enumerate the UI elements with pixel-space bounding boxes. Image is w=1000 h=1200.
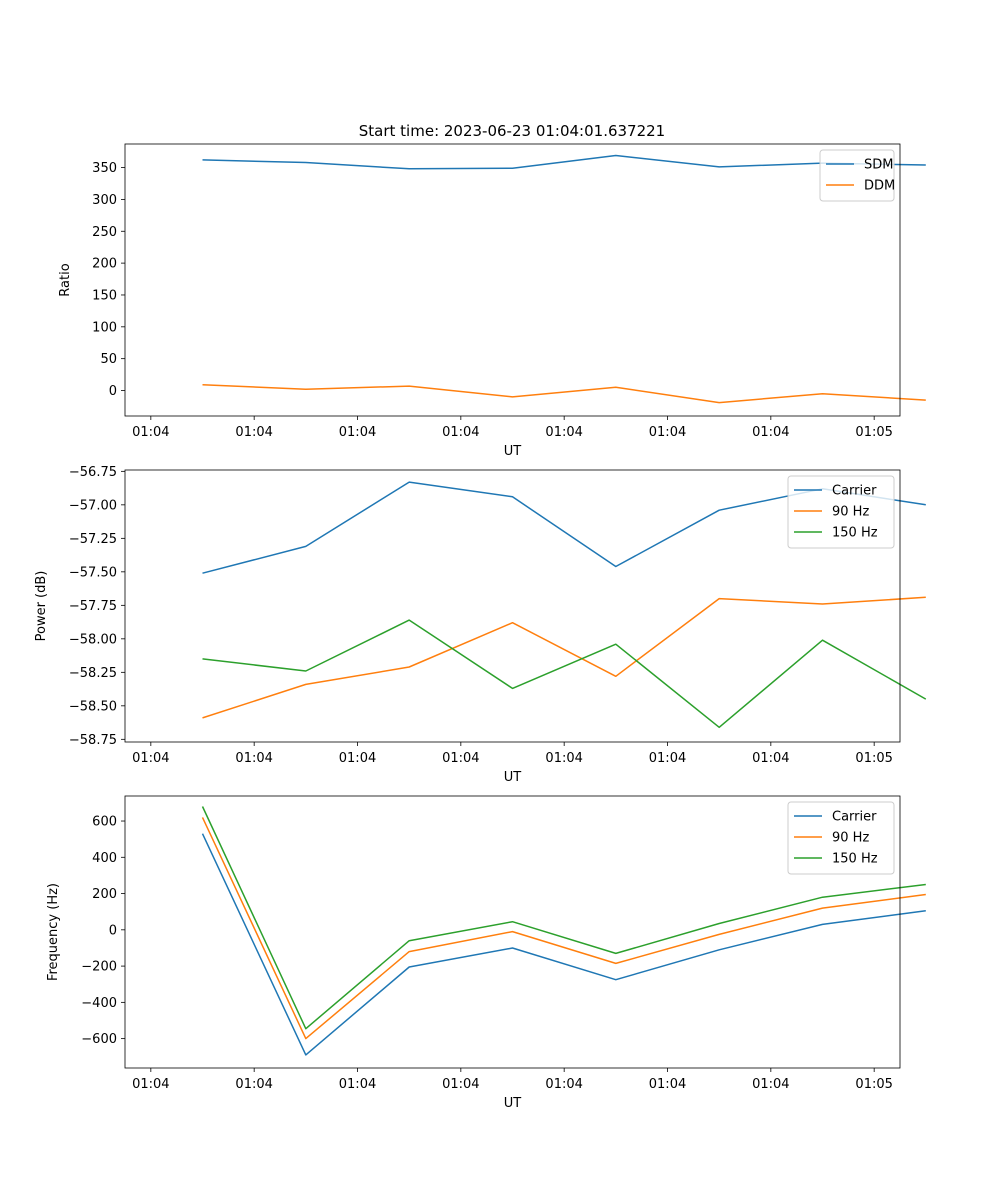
x-tick-label: 01:04 bbox=[442, 1077, 479, 1092]
y-tick-label: 350 bbox=[92, 161, 117, 176]
legend-label: SDM bbox=[864, 158, 893, 173]
y-tick-label: −400 bbox=[81, 996, 117, 1011]
legend-label: DDM bbox=[864, 179, 895, 194]
x-tick-label: 01:04 bbox=[442, 751, 479, 766]
legend-label: 90 Hz bbox=[832, 831, 869, 846]
x-tick-label: 01:05 bbox=[855, 751, 892, 766]
ratio-panel: 01:04 01:04 01:04 01:04 01:04 01:04 01:04 01:05… bbox=[58, 143, 926, 459]
y-tick-label: −58.50 bbox=[69, 699, 117, 714]
x-tick-label: 01:04 bbox=[752, 425, 789, 440]
y-axis-label: Power (dB) bbox=[34, 571, 49, 642]
series-line-ddm bbox=[202, 384, 926, 404]
x-tick-label: 01:04 bbox=[545, 751, 582, 766]
y-tick-label: 50 bbox=[100, 352, 117, 367]
legend-label: 150 Hz bbox=[832, 526, 878, 541]
legend-box bbox=[787, 801, 895, 875]
frequency-panel: 01:04 01:04 01:04 01:04 01:04 01:04 01:04 01:05… bbox=[46, 795, 926, 1111]
y-tick-label: −56.75 bbox=[69, 465, 117, 480]
legend: Carrier 90 Hz 150 Hz bbox=[787, 475, 895, 549]
figure-title: Start time: 2023-06-23 01:04:01.637221 bbox=[359, 122, 665, 140]
series-line-90-hz bbox=[201, 817, 926, 1040]
legend-label: 150 Hz bbox=[832, 852, 878, 867]
x-tick-label: 01:04 bbox=[752, 751, 789, 766]
y-tick-label: −57.75 bbox=[69, 599, 117, 614]
x-tick-label: 01:04 bbox=[132, 751, 169, 766]
series-line-sdm bbox=[202, 154, 926, 170]
y-tick-label: 250 bbox=[92, 225, 117, 240]
axes-frame bbox=[124, 469, 901, 743]
y-tick-label: 150 bbox=[92, 288, 117, 303]
y-tick-label: 400 bbox=[92, 851, 117, 866]
legend: SDM DDM bbox=[819, 149, 895, 202]
x-tick-label: 01:05 bbox=[855, 1077, 892, 1092]
legend: Carrier 90 Hz 150 Hz bbox=[787, 801, 895, 875]
series-line-carrier bbox=[201, 833, 926, 1056]
legend-box bbox=[787, 475, 895, 549]
x-tick-label: 01:04 bbox=[649, 751, 686, 766]
y-tick-label: −58.25 bbox=[69, 666, 117, 681]
x-axis-label: UT bbox=[504, 444, 522, 459]
y-tick-label: −57.00 bbox=[69, 498, 117, 513]
y-tick-label: 600 bbox=[92, 815, 117, 830]
x-tick-label: 01:04 bbox=[339, 1077, 376, 1092]
x-axis-label: UT bbox=[504, 1096, 522, 1111]
x-tick-label: 01:04 bbox=[339, 751, 376, 766]
y-tick-label: 0 bbox=[109, 384, 117, 399]
x-tick-label: 01:04 bbox=[545, 1077, 582, 1092]
x-tick-label: 01:04 bbox=[235, 425, 272, 440]
y-tick-label: −57.50 bbox=[69, 565, 117, 580]
x-tick-label: 01:04 bbox=[752, 1077, 789, 1092]
x-tick-label: 01:04 bbox=[649, 1077, 686, 1092]
axes-frame bbox=[124, 795, 901, 1069]
series-line-150-hz bbox=[201, 806, 926, 1030]
x-tick-label: 01:04 bbox=[649, 425, 686, 440]
y-tick-label: 200 bbox=[92, 257, 117, 272]
legend-label: Carrier bbox=[832, 484, 877, 499]
y-tick-label: 300 bbox=[92, 193, 117, 208]
legend-label: Carrier bbox=[832, 810, 877, 825]
y-tick-label: −58.00 bbox=[69, 632, 117, 647]
axes-frame bbox=[124, 143, 901, 417]
legend-label: 90 Hz bbox=[832, 505, 869, 520]
y-tick-label: 0 bbox=[109, 923, 117, 938]
y-axis-label: Frequency (Hz) bbox=[46, 883, 61, 981]
power-panel: 01:04 01:04 01:04 01:04 01:04 01:04 01:04 01:05… bbox=[34, 465, 927, 785]
y-tick-label: 200 bbox=[92, 887, 117, 902]
x-tick-label: 01:04 bbox=[545, 425, 582, 440]
series-line-90-hz bbox=[202, 596, 926, 719]
y-tick-label: −600 bbox=[81, 1032, 117, 1047]
x-tick-label: 01:04 bbox=[442, 425, 479, 440]
x-tick-label: 01:04 bbox=[339, 425, 376, 440]
x-axis-label: UT bbox=[504, 770, 522, 785]
legend-box bbox=[819, 149, 895, 202]
y-tick-label: −200 bbox=[81, 960, 117, 975]
x-tick-label: 01:04 bbox=[235, 751, 272, 766]
series-line-150-hz bbox=[202, 619, 927, 729]
x-tick-label: 01:04 bbox=[235, 1077, 272, 1092]
y-axis-label: Ratio bbox=[58, 263, 73, 296]
y-tick-label: 100 bbox=[92, 320, 117, 335]
x-tick-label: 01:04 bbox=[132, 425, 169, 440]
x-tick-label: 01:04 bbox=[132, 1077, 169, 1092]
y-tick-label: −57.25 bbox=[69, 532, 117, 547]
x-tick-label: 01:05 bbox=[855, 425, 892, 440]
y-tick-label: −58.75 bbox=[69, 733, 117, 748]
